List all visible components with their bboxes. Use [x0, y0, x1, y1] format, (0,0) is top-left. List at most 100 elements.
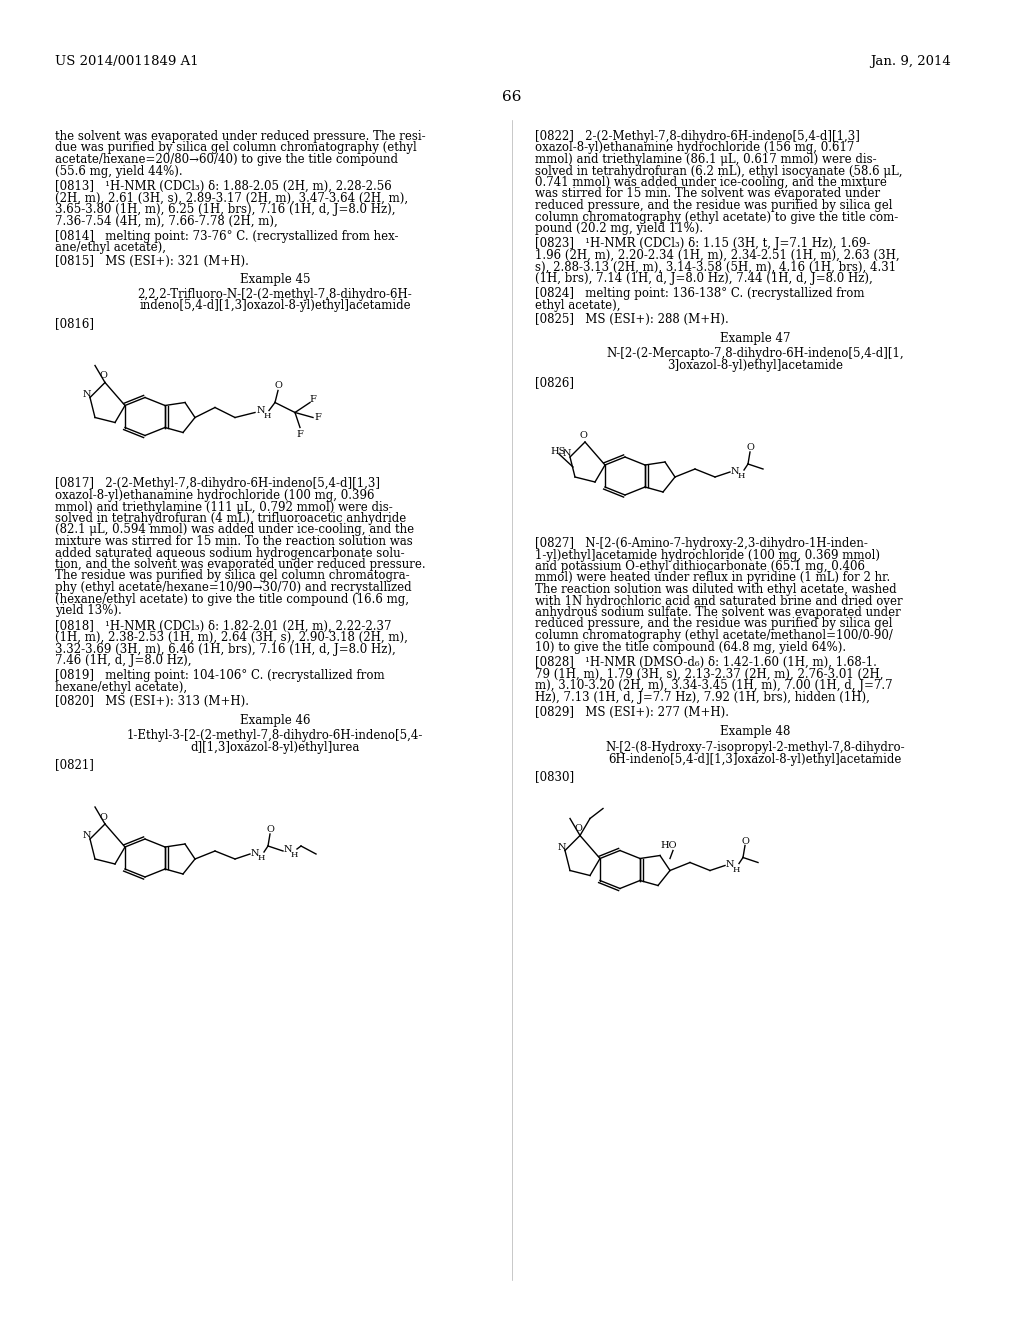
Text: 66: 66 — [502, 90, 522, 104]
Text: 3.32-3.69 (3H, m), 6.46 (1H, brs), 7.16 (1H, d, J=8.0 Hz),: 3.32-3.69 (3H, m), 6.46 (1H, brs), 7.16 … — [55, 643, 395, 656]
Text: mmol) and triethylamine (86.1 μL, 0.617 mmol) were dis-: mmol) and triethylamine (86.1 μL, 0.617 … — [535, 153, 877, 166]
Text: 7.36-7.54 (4H, m), 7.66-7.78 (2H, m),: 7.36-7.54 (4H, m), 7.66-7.78 (2H, m), — [55, 214, 278, 227]
Text: 1.96 (2H, m), 2.20-2.34 (1H, m), 2.34-2.51 (1H, m), 2.63 (3H,: 1.96 (2H, m), 2.20-2.34 (1H, m), 2.34-2.… — [535, 249, 900, 261]
Text: N: N — [257, 407, 265, 414]
Text: N: N — [284, 846, 293, 854]
Text: The reaction solution was diluted with ethyl acetate, washed: The reaction solution was diluted with e… — [535, 583, 897, 597]
Text: [0825]   MS (ESI+): 288 (M+H).: [0825] MS (ESI+): 288 (M+H). — [535, 313, 729, 326]
Text: 3.65-3.80 (1H, m), 6.25 (1H, brs), 7.16 (1H, d, J=8.0 Hz),: 3.65-3.80 (1H, m), 6.25 (1H, brs), 7.16 … — [55, 203, 395, 216]
Text: O: O — [574, 824, 582, 833]
Text: solved in tetrahydrofuran (6.2 mL), ethyl isocyanate (58.6 μL,: solved in tetrahydrofuran (6.2 mL), ethy… — [535, 165, 902, 177]
Text: ethyl acetate),: ethyl acetate), — [535, 300, 621, 312]
Text: [0814]   melting point: 73-76° C. (recrystallized from hex-: [0814] melting point: 73-76° C. (recryst… — [55, 230, 398, 243]
Text: HS: HS — [550, 447, 565, 457]
Text: due was purified by silica gel column chromatography (ethyl: due was purified by silica gel column ch… — [55, 141, 417, 154]
Text: F: F — [309, 395, 316, 404]
Text: 1-Ethyl-3-[2-(2-methyl-7,8-dihydro-6H-indeno[5,4-: 1-Ethyl-3-[2-(2-methyl-7,8-dihydro-6H-in… — [127, 730, 423, 742]
Text: N: N — [83, 832, 91, 841]
Text: column chromatography (ethyl acetate) to give the title com-: column chromatography (ethyl acetate) to… — [535, 210, 898, 223]
Text: O: O — [266, 825, 274, 834]
Text: 0.741 mmol) was added under ice-cooling, and the mixture: 0.741 mmol) was added under ice-cooling,… — [535, 176, 887, 189]
Text: d][1,3]oxazol-8-yl)ethyl]urea: d][1,3]oxazol-8-yl)ethyl]urea — [190, 741, 359, 754]
Text: mmol) and triethylamine (111 μL, 0.792 mmol) were dis-: mmol) and triethylamine (111 μL, 0.792 m… — [55, 500, 393, 513]
Text: s), 2.88-3.13 (2H, m), 3.14-3.58 (5H, m), 4.16 (1H, brs), 4.31: s), 2.88-3.13 (2H, m), 3.14-3.58 (5H, m)… — [535, 260, 896, 273]
Text: ane/ethyl acetate),: ane/ethyl acetate), — [55, 242, 166, 255]
Text: H: H — [291, 851, 298, 859]
Text: H: H — [738, 473, 745, 480]
Text: tion, and the solvent was evaporated under reduced pressure.: tion, and the solvent was evaporated und… — [55, 558, 426, 572]
Text: [0820]   MS (ESI+): 313 (M+H).: [0820] MS (ESI+): 313 (M+H). — [55, 694, 249, 708]
Text: pound (20.2 mg, yield 11%).: pound (20.2 mg, yield 11%). — [535, 222, 703, 235]
Text: N-[2-(2-Mercapto-7,8-dihydro-6H-indeno[5,4-d][1,: N-[2-(2-Mercapto-7,8-dihydro-6H-indeno[5… — [606, 347, 904, 360]
Text: m), 3.10-3.20 (2H, m), 3.34-3.45 (1H, m), 7.00 (1H, d, J=7.7: m), 3.10-3.20 (2H, m), 3.34-3.45 (1H, m)… — [535, 678, 893, 692]
Text: mmol) were heated under reflux in pyridine (1 mL) for 2 hr.: mmol) were heated under reflux in pyridi… — [535, 572, 890, 585]
Text: and potassium O-ethyl dithiocarbonate (65.1 mg, 0.406: and potassium O-ethyl dithiocarbonate (6… — [535, 560, 865, 573]
Text: [0826]: [0826] — [535, 376, 574, 389]
Text: 3]oxazol-8-yl)ethyl]acetamide: 3]oxazol-8-yl)ethyl]acetamide — [667, 359, 843, 372]
Text: [0813]   ¹H-NMR (CDCl₃) δ: 1.88-2.05 (2H, m), 2.28-2.56: [0813] ¹H-NMR (CDCl₃) δ: 1.88-2.05 (2H, … — [55, 180, 392, 193]
Text: N: N — [83, 389, 91, 399]
Text: 6H-indeno[5,4-d][1,3]oxazol-8-yl)ethyl]acetamide: 6H-indeno[5,4-d][1,3]oxazol-8-yl)ethyl]a… — [608, 752, 902, 766]
Text: [0821]: [0821] — [55, 759, 94, 771]
Text: O: O — [99, 813, 106, 821]
Text: indeno[5,4-d][1,3]oxazol-8-yl)ethyl]acetamide: indeno[5,4-d][1,3]oxazol-8-yl)ethyl]acet… — [139, 300, 411, 313]
Text: [0817]   2-(2-Methyl-7,8-dihydro-6H-indeno[5,4-d][1,3]: [0817] 2-(2-Methyl-7,8-dihydro-6H-indeno… — [55, 478, 380, 491]
Text: mixture was stirred for 15 min. To the reaction solution was: mixture was stirred for 15 min. To the r… — [55, 535, 413, 548]
Text: was stirred for 15 min. The solvent was evaporated under: was stirred for 15 min. The solvent was … — [535, 187, 880, 201]
Text: Example 45: Example 45 — [240, 272, 310, 285]
Text: 7.46 (1H, d, J=8.0 Hz),: 7.46 (1H, d, J=8.0 Hz), — [55, 653, 191, 667]
Text: (hexane/ethyl acetate) to give the title compound (16.6 mg,: (hexane/ethyl acetate) to give the title… — [55, 593, 409, 606]
Text: oxazol-8-yl)ethanamine hydrochloride (100 mg, 0.396: oxazol-8-yl)ethanamine hydrochloride (10… — [55, 488, 375, 502]
Text: US 2014/0011849 A1: US 2014/0011849 A1 — [55, 55, 199, 69]
Text: HO: HO — [660, 841, 677, 850]
Text: 10) to give the title compound (64.8 mg, yield 64%).: 10) to give the title compound (64.8 mg,… — [535, 640, 846, 653]
Text: [0823]   ¹H-NMR (CDCl₃) δ: 1.15 (3H, t, J=7.1 Hz), 1.69-: [0823] ¹H-NMR (CDCl₃) δ: 1.15 (3H, t, J=… — [535, 238, 870, 251]
Text: anhydrous sodium sulfate. The solvent was evaporated under: anhydrous sodium sulfate. The solvent wa… — [535, 606, 901, 619]
Text: reduced pressure, and the residue was purified by silica gel: reduced pressure, and the residue was pu… — [535, 618, 893, 631]
Text: yield 13%).: yield 13%). — [55, 605, 122, 616]
Text: Example 46: Example 46 — [240, 714, 310, 727]
Text: hexane/ethyl acetate),: hexane/ethyl acetate), — [55, 681, 187, 694]
Text: added saturated aqueous sodium hydrogencarbonate solu-: added saturated aqueous sodium hydrogenc… — [55, 546, 404, 560]
Text: Example 48: Example 48 — [720, 726, 791, 738]
Text: [0827]   N-[2-(6-Amino-7-hydroxy-2,3-dihydro-1H-inden-: [0827] N-[2-(6-Amino-7-hydroxy-2,3-dihyd… — [535, 537, 868, 550]
Text: (1H, m), 2.38-2.53 (1H, m), 2.64 (3H, s), 2.90-3.18 (2H, m),: (1H, m), 2.38-2.53 (1H, m), 2.64 (3H, s)… — [55, 631, 408, 644]
Text: [0819]   melting point: 104-106° C. (recrystallized from: [0819] melting point: 104-106° C. (recry… — [55, 669, 385, 682]
Text: Example 47: Example 47 — [720, 333, 791, 345]
Text: (55.6 mg, yield 44%).: (55.6 mg, yield 44%). — [55, 165, 182, 177]
Text: [0816]: [0816] — [55, 317, 94, 330]
Text: [0815]   MS (ESI+): 321 (M+H).: [0815] MS (ESI+): 321 (M+H). — [55, 255, 249, 268]
Text: F: F — [314, 413, 322, 422]
Text: O: O — [746, 444, 754, 453]
Text: acetate/hexane=20/80→60/40) to give the title compound: acetate/hexane=20/80→60/40) to give the … — [55, 153, 398, 166]
Text: N: N — [731, 466, 739, 475]
Text: F: F — [297, 430, 303, 440]
Text: Hz), 7.13 (1H, d, J=7.7 Hz), 7.92 (1H, brs), hidden (1H),: Hz), 7.13 (1H, d, J=7.7 Hz), 7.92 (1H, b… — [535, 690, 869, 704]
Text: Jan. 9, 2014: Jan. 9, 2014 — [870, 55, 950, 69]
Text: solved in tetrahydrofuran (4 mL), trifluoroacetic anhydride: solved in tetrahydrofuran (4 mL), triflu… — [55, 512, 407, 525]
Text: [0824]   melting point: 136-138° C. (recrystallized from: [0824] melting point: 136-138° C. (recry… — [535, 288, 864, 301]
Text: O: O — [99, 371, 106, 380]
Text: H: H — [264, 412, 271, 420]
Text: H: H — [258, 854, 265, 862]
Text: (1H, brs), 7.14 (1H, d, J=8.0 Hz), 7.44 (1H, d, J=8.0 Hz),: (1H, brs), 7.14 (1H, d, J=8.0 Hz), 7.44 … — [535, 272, 872, 285]
Text: [0829]   MS (ESI+): 277 (M+H).: [0829] MS (ESI+): 277 (M+H). — [535, 706, 729, 719]
Text: H: H — [733, 866, 740, 874]
Text: N: N — [558, 843, 566, 851]
Text: [0830]: [0830] — [535, 770, 574, 783]
Text: with 1N hydrochloric acid and saturated brine and dried over: with 1N hydrochloric acid and saturated … — [535, 594, 902, 607]
Text: phy (ethyl acetate/hexane=10/90→30/70) and recrystallized: phy (ethyl acetate/hexane=10/90→30/70) a… — [55, 581, 412, 594]
Text: O: O — [579, 430, 587, 440]
Text: N: N — [251, 849, 259, 858]
Text: 2,2,2-Trifluoro-N-[2-(2-methyl-7,8-dihydro-6H-: 2,2,2-Trifluoro-N-[2-(2-methyl-7,8-dihyd… — [137, 288, 413, 301]
Text: [0822]   2-(2-Methyl-7,8-dihydro-6H-indeno[5,4-d][1,3]: [0822] 2-(2-Methyl-7,8-dihydro-6H-indeno… — [535, 129, 860, 143]
Text: [0828]   ¹H-NMR (DMSO-d₆) δ: 1.42-1.60 (1H, m), 1.68-1.: [0828] ¹H-NMR (DMSO-d₆) δ: 1.42-1.60 (1H… — [535, 656, 877, 669]
Text: oxazol-8-yl)ethanamine hydrochloride (156 mg, 0.617: oxazol-8-yl)ethanamine hydrochloride (15… — [535, 141, 854, 154]
Text: [0818]   ¹H-NMR (CDCl₃) δ: 1.82-2.01 (2H, m), 2.22-2.37: [0818] ¹H-NMR (CDCl₃) δ: 1.82-2.01 (2H, … — [55, 619, 391, 632]
Text: column chromatography (ethyl acetate/methanol=100/0-90/: column chromatography (ethyl acetate/met… — [535, 630, 893, 642]
Text: 79 (1H, m), 1.79 (3H, s), 2.13-2.37 (2H, m), 2.76-3.01 (2H,: 79 (1H, m), 1.79 (3H, s), 2.13-2.37 (2H,… — [535, 668, 884, 681]
Text: O: O — [274, 381, 282, 389]
Text: the solvent was evaporated under reduced pressure. The resi-: the solvent was evaporated under reduced… — [55, 129, 426, 143]
Text: reduced pressure, and the residue was purified by silica gel: reduced pressure, and the residue was pu… — [535, 199, 893, 213]
Text: N: N — [726, 861, 734, 869]
